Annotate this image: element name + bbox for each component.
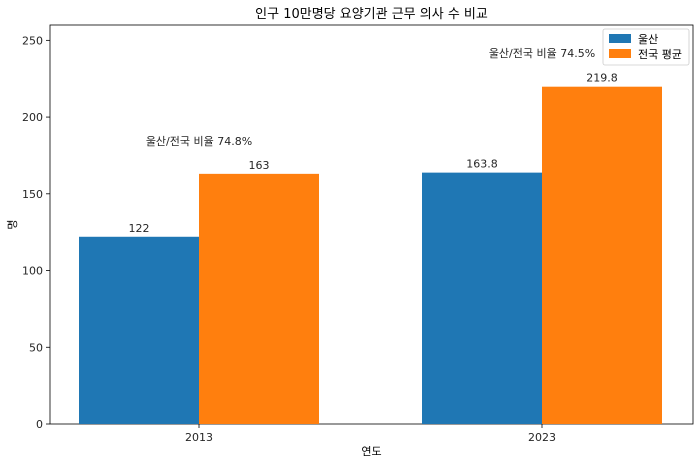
bars <box>79 86 662 425</box>
y-tick-label: 250 <box>22 34 43 47</box>
x-tick-label-2023: 2023 <box>528 431 556 444</box>
x-axis-label: 연도 <box>361 445 381 458</box>
bar-national-average-2023 <box>542 86 662 425</box>
chart-title: 인구 10만명당 요양기관 근무 의사 수 비교 <box>255 7 488 22</box>
bar-national-average-2013 <box>199 173 319 424</box>
plot-area <box>49 24 694 425</box>
data-label-national-average-2013: 163 <box>249 159 270 172</box>
legend: 울산 전국 평균 <box>602 28 690 66</box>
bar-ulsan-2023 <box>422 172 542 424</box>
x-axis: 2013 2023 <box>185 424 556 444</box>
legend-swatch-national-average <box>609 49 631 58</box>
legend-entry-national-average: 전국 평균 <box>638 48 682 61</box>
bar-labels: 122 163.8 163 219.8 <box>129 72 618 235</box>
data-label-national-average-2023: 219.8 <box>586 72 618 85</box>
y-axis: 0 50 100 150 200 250 <box>22 34 50 431</box>
y-tick-label: 100 <box>22 265 43 278</box>
annotation-ratio-2023: 울산/전국 비율 74.5% <box>489 47 595 60</box>
y-axis-label: 명 <box>6 219 19 229</box>
y-tick-label: 150 <box>22 188 43 201</box>
data-label-ulsan-2013: 122 <box>129 222 150 235</box>
legend-entry-ulsan: 울산 <box>638 33 658 46</box>
annotation-ratio-2013: 울산/전국 비율 74.8% <box>146 135 252 148</box>
annotations: 울산/전국 비율 74.8% 울산/전국 비율 74.5% <box>146 47 595 148</box>
bar-ulsan-2013 <box>79 236 199 424</box>
x-tick-label-2013: 2013 <box>185 431 213 444</box>
y-tick-label: 50 <box>29 341 43 354</box>
y-tick-label: 200 <box>22 111 43 124</box>
y-tick-label: 0 <box>36 418 43 431</box>
data-label-ulsan-2023: 163.8 <box>466 158 498 171</box>
legend-swatch-ulsan <box>609 34 631 43</box>
